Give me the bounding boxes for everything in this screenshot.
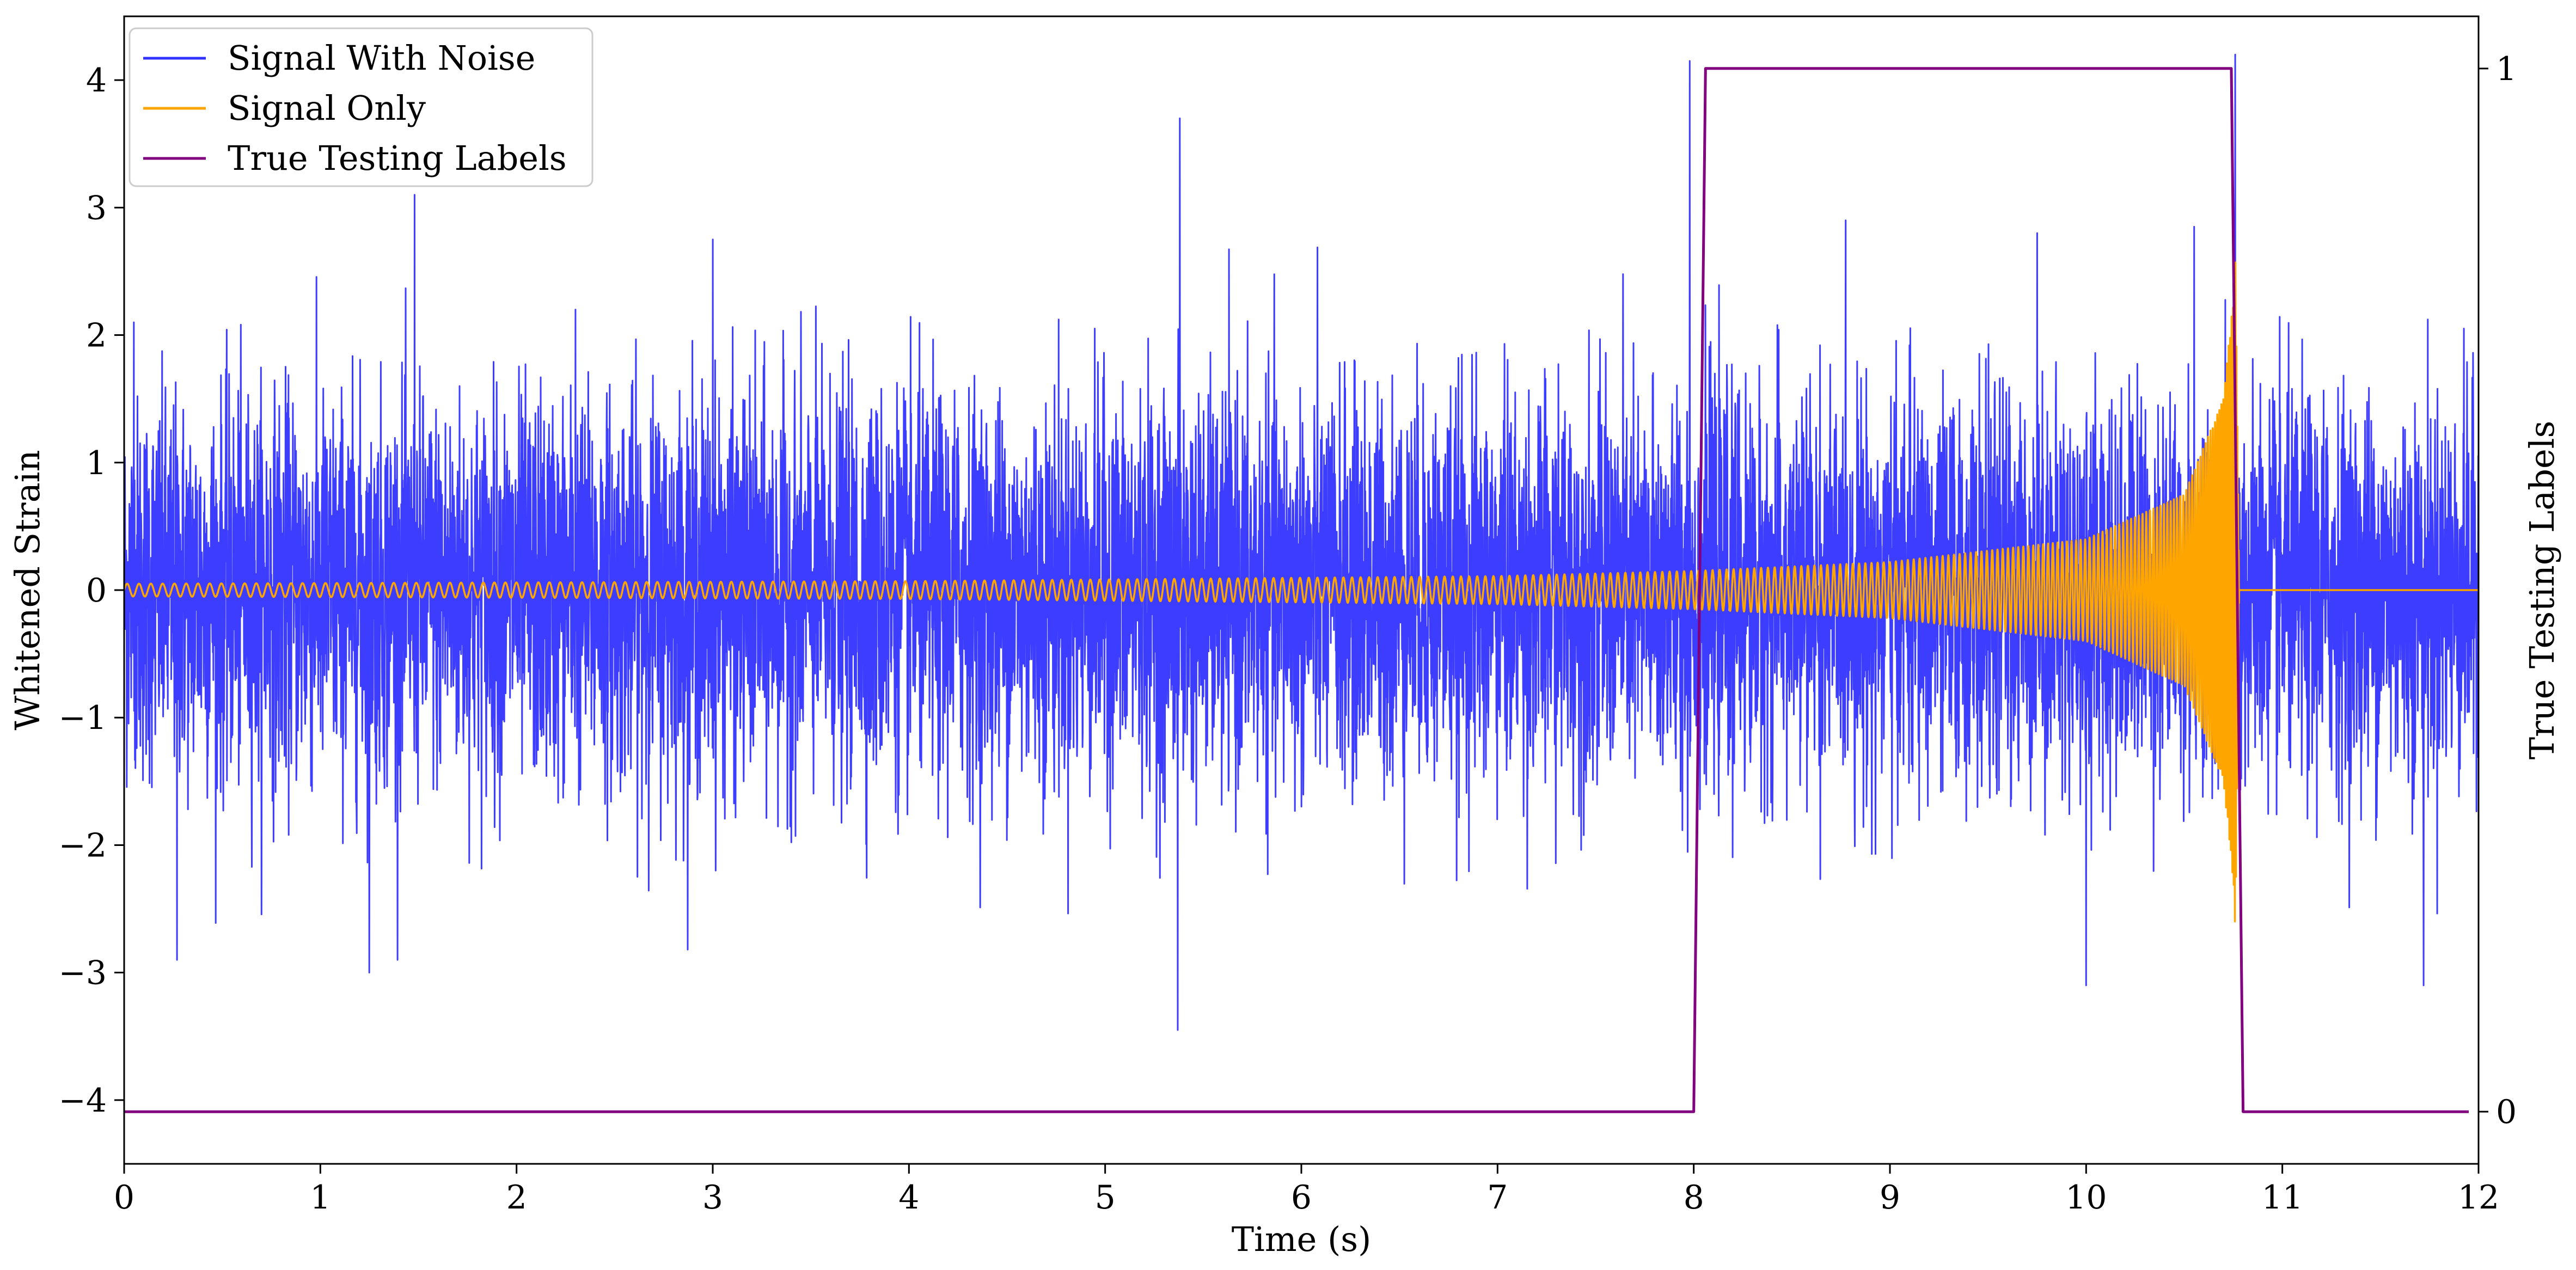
x-tick-label: 9 [1880,1179,1900,1217]
y-tick-label: 0 [86,572,107,610]
y-tick-label: 1 [86,444,107,482]
y-tick-label: 4 [86,62,107,100]
x-tick-label: 12 [2458,1179,2499,1217]
series-line-2 [124,261,2479,923]
x-tick-label: 5 [1095,1179,1116,1217]
x-tick-label: 10 [2065,1179,2107,1217]
y-axis-left: −4 −3 −2 −1 0 1 2 3 4 [59,62,124,1120]
x-axis-title: Time (s) [1232,1219,1372,1259]
x-tick-label: 2 [506,1179,527,1217]
y-tick-label: 2 [86,317,107,355]
y-axis-right: 01 [2479,50,2517,1131]
y2-axis-title: True Testing Labels [2522,421,2562,760]
y-tick-label: −1 [59,699,107,737]
series-line-1 [124,53,2479,1031]
legend-label: Signal With Noise [228,38,535,78]
x-tick-label: 8 [1684,1179,1704,1217]
y-tick-label: −3 [59,954,107,992]
x-tick-label: 11 [2261,1179,2303,1217]
legend-label: Signal Only [228,88,426,128]
x-tick-label: 1 [310,1179,331,1217]
y-tick-label: −2 [59,826,107,864]
x-tick-label: 6 [1291,1179,1312,1217]
x-axis: 0 1 2 3 4 5 6 7 8 9 10 11 12 [114,1164,2499,1217]
x-tick-label: 7 [1487,1179,1508,1217]
legend-label: True Testing Labels [228,138,567,178]
y-tick-label: 3 [86,189,107,227]
y-tick-label: −4 [59,1082,107,1120]
series-layer [124,53,2479,1113]
y2-tick-label: 1 [2496,50,2517,88]
series-line-3 [124,67,2469,1113]
x-tick-label: 3 [702,1179,723,1217]
legend-box [129,27,593,187]
x-tick-label: 4 [898,1179,919,1217]
x-tick-label: 0 [114,1179,134,1217]
legend: Signal With Noise Signal Only True Testing… [129,27,593,187]
y2-tick-label: 0 [2496,1093,2517,1131]
y-axis-title: Whitened Strain [8,450,47,731]
